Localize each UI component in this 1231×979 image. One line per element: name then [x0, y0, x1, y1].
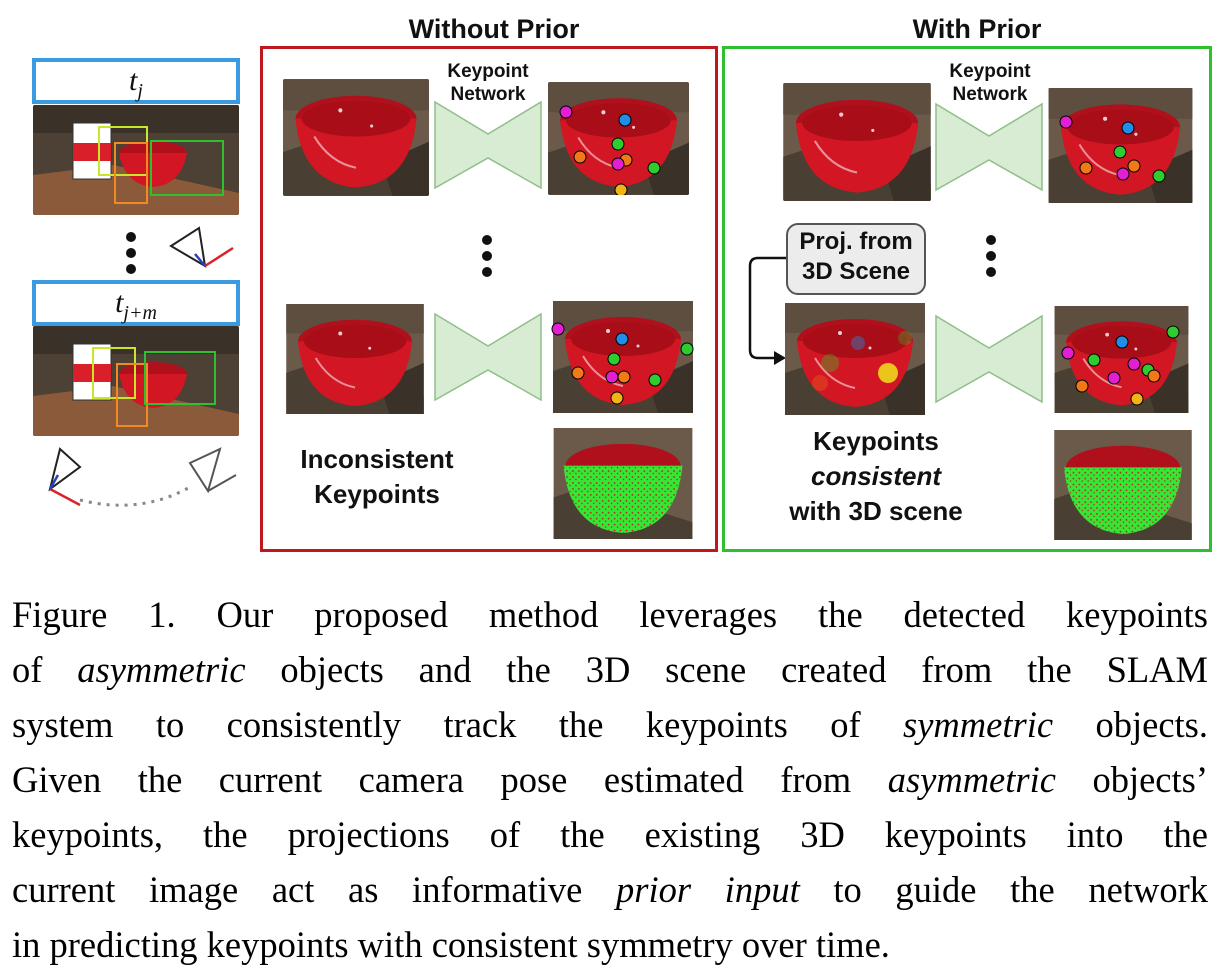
- time-label-tjm-subscript: j+m: [123, 302, 157, 324]
- keypoint-network-top-left: [434, 100, 542, 190]
- input-image-top-right: [783, 83, 931, 201]
- consistent-line1: Keypoints: [813, 426, 939, 456]
- caption-line-7: in predicting keypoints with consistent …: [12, 924, 890, 965]
- keypoint-output-top-left: [548, 82, 689, 195]
- caption-line-1: Figure 1. Our proposed method leverages …: [12, 594, 1208, 635]
- scene-image-tjm: [33, 326, 239, 436]
- keypoint-output-bottom-right: [1048, 306, 1195, 413]
- keypoint-network-label-right-line1: Keypoint: [949, 61, 1031, 82]
- projection-arrow: [748, 256, 786, 365]
- proj-line1: Proj. from: [799, 228, 913, 255]
- panel-dots-left: [482, 235, 492, 283]
- camera-trajectory: [48, 447, 237, 507]
- inconsistent-keypoints-line2: Keypoints: [314, 479, 440, 509]
- caption-line-2: of asymmetric objects and the 3D scene c…: [12, 649, 1208, 690]
- with-prior-title: With Prior: [912, 14, 1042, 44]
- mask-output-left: [548, 428, 698, 539]
- time-label-tj: tj: [32, 58, 240, 104]
- caption-line-4: Given the current camera pose estimated …: [12, 759, 1208, 800]
- time-label-tjm-base: t: [115, 286, 124, 319]
- inconsistent-keypoints-line1: Inconsistent: [300, 444, 454, 474]
- keypoint-network-label-left: Keypoint Network: [430, 60, 546, 106]
- with-prior-panel: [722, 46, 1212, 552]
- without-prior-panel: [260, 46, 718, 552]
- keypoint-network-label-left-line1: Keypoint: [447, 61, 529, 82]
- caption-line-5: keypoints, the projections of the existi…: [12, 814, 1208, 855]
- scene-image-tj: [33, 105, 239, 215]
- input-image-top-left: [283, 79, 429, 196]
- consistent-line3: with 3D scene: [789, 496, 963, 526]
- caption-line-3: system to consistently track the keypoin…: [12, 704, 1208, 745]
- proj-line2: 3D Scene: [801, 258, 911, 285]
- time-label-tj-base: t: [129, 64, 138, 97]
- time-label-tj-subscript: j: [137, 80, 143, 102]
- input-image-bottom-left: [280, 304, 430, 414]
- prior-input-image: [780, 303, 930, 415]
- keypoint-network-bottom-left: [434, 312, 542, 402]
- camera-pose-icon-top: [169, 226, 234, 268]
- time-label-tjm: tj+m: [32, 280, 240, 326]
- figure-caption: Figure 1. Our proposed method leverages …: [12, 587, 1208, 972]
- consistent-keypoints-label: Keypoints consistent with 3D scene: [765, 424, 987, 529]
- keypoint-network-label-right-line2: Network: [952, 84, 1028, 105]
- inconsistent-keypoints-label: Inconsistent Keypoints: [278, 442, 476, 512]
- keypoint-network-bottom-right: [935, 314, 1043, 404]
- timeline-dots-left: [126, 232, 136, 280]
- consistent-line2: consistent: [810, 461, 942, 491]
- without-prior-title: Without Prior: [408, 14, 580, 44]
- caption-line-6: current image act as informative prior i…: [12, 869, 1208, 910]
- mask-output-right: [1048, 430, 1198, 540]
- keypoint-network-label-left-line2: Network: [450, 84, 526, 105]
- keypoint-network-top-right: [935, 102, 1043, 192]
- keypoint-output-top-right: [1048, 88, 1193, 203]
- keypoint-network-label-right: Keypoint Network: [932, 60, 1048, 106]
- proj-from-3d-scene-box: Proj. from 3D Scene: [786, 223, 926, 295]
- keypoint-output-bottom-left: [548, 301, 698, 413]
- panel-dots-right: [986, 235, 996, 283]
